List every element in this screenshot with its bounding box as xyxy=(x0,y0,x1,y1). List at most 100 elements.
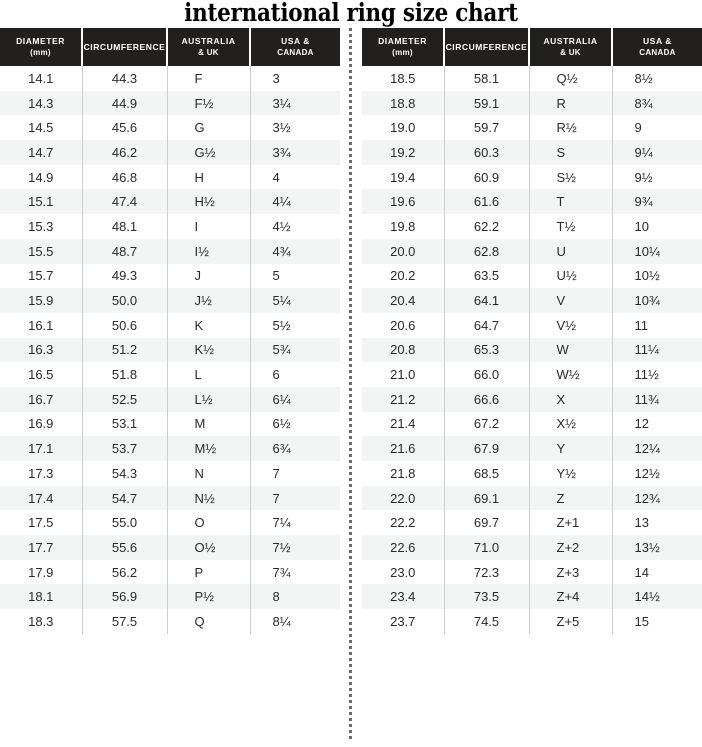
table-row: 18.8 59.1 R 8¾ xyxy=(362,90,702,116)
column-header-australia-uk: AUSTRALIA & UK xyxy=(529,28,613,66)
column-header-usa-canada: USA & CANADA xyxy=(612,28,702,66)
cell-circumference: 60.9 xyxy=(444,164,530,190)
table-row: 18.3 57.5 Q 8¼ xyxy=(0,609,340,634)
cell-australia-uk: U xyxy=(529,238,613,264)
cell-usa-canada: 4½ xyxy=(250,214,340,239)
cell-usa-canada: 10¼ xyxy=(612,238,702,264)
cell-australia-uk: I xyxy=(167,214,251,239)
table-row: 14.1 44.3 F 3 xyxy=(0,66,340,91)
cell-diameter: 21.0 xyxy=(362,362,445,387)
cell-circumference: 56.9 xyxy=(82,584,168,610)
column-header-diameter: DIAMETER (mm) xyxy=(362,28,445,66)
cell-australia-uk: J xyxy=(167,263,251,289)
cell-usa-canada: 12¼ xyxy=(612,436,702,461)
cell-diameter: 22.2 xyxy=(362,510,445,536)
table-row: 20.2 63.5 U½ 10½ xyxy=(362,263,702,289)
cell-australia-uk: F xyxy=(167,66,251,91)
cell-usa-canada: 10¾ xyxy=(612,288,702,313)
table-row: 21.0 66.0 W½ 11½ xyxy=(362,362,702,387)
column-header-canada-label: CANADA xyxy=(277,48,314,57)
cell-circumference: 49.3 xyxy=(82,263,168,289)
table-row: 22.2 69.7 Z+1 13 xyxy=(362,510,702,536)
cell-usa-canada: 15 xyxy=(612,609,702,634)
column-header-diameter-unit: (mm) xyxy=(392,48,413,57)
cell-australia-uk: Y½ xyxy=(529,461,613,486)
cell-diameter: 16.5 xyxy=(0,362,83,387)
table-row: 18.1 56.9 P½ 8 xyxy=(0,584,340,610)
cell-australia-uk: K xyxy=(167,312,251,338)
cell-circumference: 44.3 xyxy=(82,66,168,91)
cell-usa-canada: 7¼ xyxy=(250,510,340,536)
cell-circumference: 67.2 xyxy=(444,411,530,437)
column-header-australia-label: AUSTRALIA xyxy=(181,36,236,46)
cell-diameter: 15.1 xyxy=(0,189,83,215)
cell-australia-uk: F½ xyxy=(167,90,251,116)
table-row: 16.5 51.8 L 6 xyxy=(0,362,340,387)
table-head-right: DIAMETER (mm) CIRCUMFERENCE AUSTRALIA & … xyxy=(362,28,702,66)
table-row: 20.0 62.8 U 10¼ xyxy=(362,238,702,264)
cell-diameter: 23.0 xyxy=(362,559,445,585)
column-header-diameter-label: DIAMETER xyxy=(378,36,427,46)
cell-australia-uk: H½ xyxy=(167,189,251,215)
table-body-right: 18.5 58.1 Q½ 8½ 18.8 59.1 R 8¾ 19.0 59.7 R½ 9 19.2 60… xyxy=(362,66,702,634)
cell-circumference: 73.5 xyxy=(444,584,530,610)
cell-usa-canada: 11 xyxy=(612,312,702,338)
table-row: 15.9 50.0 J½ 5¼ xyxy=(0,288,340,313)
table-row: 20.6 64.7 V½ 11 xyxy=(362,312,702,338)
cell-usa-canada: 4 xyxy=(250,164,340,190)
cell-australia-uk: T xyxy=(529,189,613,215)
cell-circumference: 46.8 xyxy=(82,164,168,190)
cell-australia-uk: L xyxy=(167,362,251,387)
cell-diameter: 15.9 xyxy=(0,288,83,313)
cell-diameter: 22.6 xyxy=(362,535,445,560)
table-row: 14.3 44.9 F½ 3¼ xyxy=(0,90,340,116)
cell-australia-uk: Z+2 xyxy=(529,535,613,560)
cell-diameter: 21.6 xyxy=(362,436,445,461)
cell-diameter: 14.5 xyxy=(0,115,83,141)
table-row: 16.3 51.2 K½ 5¾ xyxy=(0,337,340,363)
cell-diameter: 16.7 xyxy=(0,386,83,412)
table-row: 19.4 60.9 S½ 9½ xyxy=(362,164,702,190)
cell-usa-canada: 9¼ xyxy=(612,140,702,165)
table-row: 14.7 46.2 G½ 3¾ xyxy=(0,140,340,165)
table-row: 19.8 62.2 T½ 10 xyxy=(362,214,702,239)
table-row: 16.9 53.1 M 6½ xyxy=(0,411,340,437)
cell-usa-canada: 3¼ xyxy=(250,90,340,116)
table-row: 15.5 48.7 I½ 4¾ xyxy=(0,238,340,264)
cell-australia-uk: O½ xyxy=(167,535,251,560)
table-row: 20.8 65.3 W 11¼ xyxy=(362,337,702,363)
cell-circumference: 61.6 xyxy=(444,189,530,215)
cell-circumference: 51.8 xyxy=(82,362,168,387)
cell-usa-canada: 8¼ xyxy=(250,609,340,634)
table-row: 23.7 74.5 Z+5 15 xyxy=(362,609,702,634)
cell-diameter: 16.1 xyxy=(0,312,83,338)
table-row: 21.8 68.5 Y½ 12½ xyxy=(362,461,702,486)
cell-diameter: 15.5 xyxy=(0,238,83,264)
cell-circumference: 48.7 xyxy=(82,238,168,264)
table-row: 15.3 48.1 I 4½ xyxy=(0,214,340,239)
cell-australia-uk: Z+4 xyxy=(529,584,613,610)
cell-diameter: 15.3 xyxy=(0,214,83,239)
cell-australia-uk: Z xyxy=(529,485,613,511)
cell-circumference: 46.2 xyxy=(82,140,168,165)
column-header-uk-label: & UK xyxy=(198,48,219,57)
cell-diameter: 23.4 xyxy=(362,584,445,610)
cell-usa-canada: 5¾ xyxy=(250,337,340,363)
cell-australia-uk: G½ xyxy=(167,140,251,165)
cell-australia-uk: R xyxy=(529,90,613,116)
column-header-usa-canada: USA & CANADA xyxy=(250,28,340,66)
cell-circumference: 71.0 xyxy=(444,535,530,560)
column-header-usa-label: USA & xyxy=(281,36,310,46)
header-row: DIAMETER (mm) CIRCUMFERENCE AUSTRALIA & … xyxy=(362,28,702,66)
cell-usa-canada: 13 xyxy=(612,510,702,536)
cell-usa-canada: 6 xyxy=(250,362,340,387)
cell-circumference: 66.0 xyxy=(444,362,530,387)
column-header-canada-label: CANADA xyxy=(639,48,676,57)
cell-circumference: 69.7 xyxy=(444,510,530,536)
right-table-wrapper: DIAMETER (mm) CIRCUMFERENCE AUSTRALIA & … xyxy=(362,28,702,743)
cell-circumference: 54.3 xyxy=(82,461,168,486)
table-body-left: 14.1 44.3 F 3 14.3 44.9 F½ 3¼ 14.5 45.6 G 3½ 14.7 46.… xyxy=(0,66,340,634)
cell-usa-canada: 9 xyxy=(612,115,702,141)
table-row: 19.2 60.3 S 9¼ xyxy=(362,140,702,165)
cell-diameter: 20.6 xyxy=(362,312,445,338)
